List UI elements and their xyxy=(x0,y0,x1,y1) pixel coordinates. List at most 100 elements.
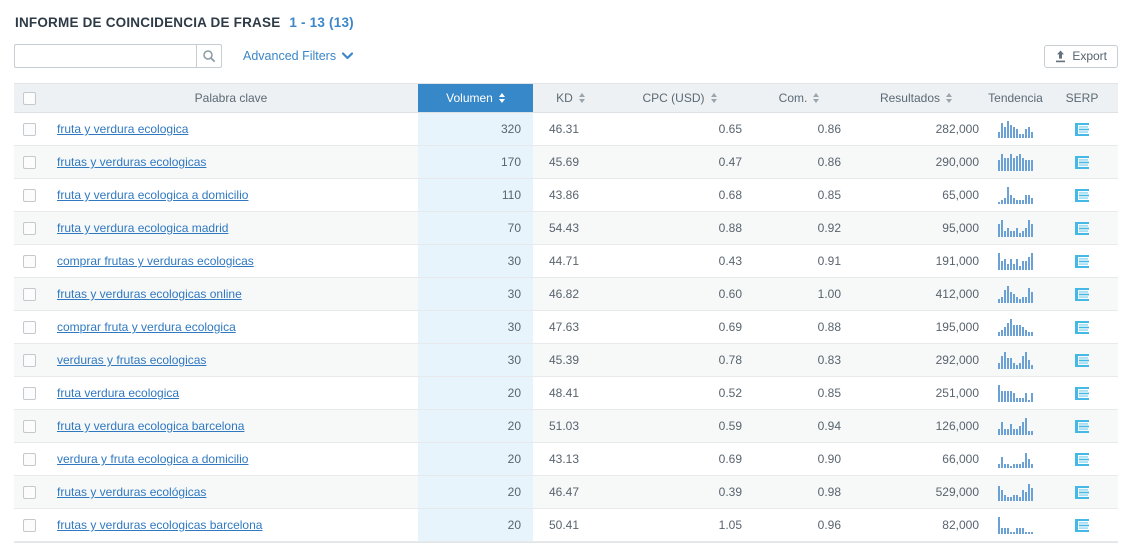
com-cell: 0.86 xyxy=(751,113,847,145)
serp-icon[interactable] xyxy=(1073,187,1091,204)
serp-cell xyxy=(1046,509,1118,541)
column-header-kd[interactable]: KD xyxy=(533,84,608,112)
column-label-kd: KD xyxy=(556,91,573,105)
serp-icon[interactable] xyxy=(1073,154,1091,171)
cpc-cell-value: 0.52 xyxy=(718,386,742,400)
keyword-link[interactable]: verdura y fruta ecologica a domicilio xyxy=(57,452,249,466)
keyword-link[interactable]: comprar fruta y verdura ecologica xyxy=(57,320,236,334)
volume-cell-value: 20 xyxy=(507,386,521,400)
results-cell: 126,000 xyxy=(847,410,985,442)
chevron-down-icon xyxy=(342,52,354,60)
column-header-results[interactable]: Resultados xyxy=(847,84,985,112)
cpc-cell-value: 0.78 xyxy=(718,353,742,367)
trend-sparkline-chart xyxy=(998,252,1033,270)
results-cell: 251,000 xyxy=(847,377,985,409)
com-cell: 0.90 xyxy=(751,443,847,475)
table-row: verduras y frutas ecologicas 30 45.39 0.78 0… xyxy=(14,344,1118,377)
export-button[interactable]: Export xyxy=(1044,44,1118,68)
table-row: comprar fruta y verdura ecologica 30 47.63… xyxy=(14,311,1118,344)
serp-icon[interactable] xyxy=(1073,418,1091,435)
kd-cell-value: 45.69 xyxy=(548,155,579,169)
keyword-link[interactable]: verduras y frutas ecologicas xyxy=(57,353,207,367)
com-cell: 0.94 xyxy=(751,410,847,442)
volume-cell: 20 xyxy=(418,377,533,409)
serp-icon[interactable] xyxy=(1073,253,1091,270)
serp-icon[interactable] xyxy=(1073,121,1091,138)
cpc-cell-value: 0.65 xyxy=(718,122,742,136)
column-header-volume[interactable]: Volumen xyxy=(418,84,533,112)
row-checkbox[interactable] xyxy=(22,155,36,169)
select-all-checkbox[interactable] xyxy=(22,91,36,105)
serp-icon[interactable] xyxy=(1073,286,1091,303)
kd-cell: 45.69 xyxy=(533,146,608,178)
volume-cell-value: 320 xyxy=(500,122,521,136)
export-label: Export xyxy=(1072,49,1107,63)
column-header-trend: Tendencia xyxy=(985,84,1046,112)
volume-cell-value: 30 xyxy=(507,287,521,301)
column-label-trend: Tendencia xyxy=(988,91,1043,105)
column-header-cpc[interactable]: CPC (USD) xyxy=(608,84,751,112)
keyword-link[interactable]: fruta y verdura ecologica a domicilio xyxy=(57,188,249,202)
keyword-cell: fruta y verdura ecologica barcelona xyxy=(44,410,418,442)
row-checkbox[interactable] xyxy=(22,485,36,499)
row-checkbox[interactable] xyxy=(22,188,36,202)
trend-cell xyxy=(985,146,1046,178)
results-cell-value: 292,000 xyxy=(935,353,979,367)
com-cell-value: 0.98 xyxy=(817,485,841,499)
row-checkbox[interactable] xyxy=(22,221,36,235)
row-checkbox[interactable] xyxy=(22,254,36,268)
kd-cell: 44.71 xyxy=(533,245,608,277)
volume-cell: 170 xyxy=(418,146,533,178)
cpc-cell-value: 0.68 xyxy=(718,188,742,202)
row-checkbox[interactable] xyxy=(22,452,36,466)
keyword-link[interactable]: frutas y verduras ecológicas xyxy=(57,485,207,499)
keyword-link[interactable]: frutas y verduras ecologicas xyxy=(57,155,207,169)
kd-cell-value: 50.41 xyxy=(548,518,579,532)
select-all-cell xyxy=(14,84,44,112)
row-checkbox[interactable] xyxy=(22,353,36,367)
row-checkbox[interactable] xyxy=(22,518,36,532)
serp-icon[interactable] xyxy=(1073,517,1091,534)
serp-icon[interactable] xyxy=(1073,220,1091,237)
serp-icon[interactable] xyxy=(1073,319,1091,336)
serp-icon[interactable] xyxy=(1073,385,1091,402)
row-checkbox[interactable] xyxy=(22,320,36,334)
row-checkbox[interactable] xyxy=(22,419,36,433)
advanced-filters-link[interactable]: Advanced Filters xyxy=(243,49,354,63)
com-cell: 0.86 xyxy=(751,146,847,178)
row-checkbox[interactable] xyxy=(22,386,36,400)
column-label-serp: SERP xyxy=(1065,91,1099,105)
keyword-link[interactable]: frutas y verduras ecologicas online xyxy=(57,287,242,301)
search-input[interactable] xyxy=(14,44,196,68)
serp-cell xyxy=(1046,377,1118,409)
keyword-link[interactable]: fruta y verdura ecologica xyxy=(57,122,189,136)
kd-cell-value: 43.86 xyxy=(548,188,579,202)
serp-icon[interactable] xyxy=(1073,352,1091,369)
serp-cell xyxy=(1046,443,1118,475)
column-header-com[interactable]: Com. xyxy=(751,84,847,112)
table-header-row: Palabra clave Volumen KD CPC (USD) Com. … xyxy=(14,83,1118,113)
row-select-cell xyxy=(14,245,44,277)
kd-cell: 45.39 xyxy=(533,344,608,376)
cpc-cell-value: 1.05 xyxy=(718,518,742,532)
kd-cell: 43.13 xyxy=(533,443,608,475)
kd-cell-value: 54.43 xyxy=(548,221,579,235)
cpc-cell-value: 0.47 xyxy=(718,155,742,169)
keyword-link[interactable]: fruta y verdura ecologica madrid xyxy=(57,221,229,235)
serp-icon[interactable] xyxy=(1073,451,1091,468)
serp-icon[interactable] xyxy=(1073,484,1091,501)
cpc-cell: 0.68 xyxy=(608,179,751,211)
com-cell: 0.92 xyxy=(751,212,847,244)
cpc-cell: 0.52 xyxy=(608,377,751,409)
row-checkbox[interactable] xyxy=(22,122,36,136)
table-row: fruta y verdura ecologica barcelona 20 51.… xyxy=(14,410,1118,443)
keyword-link[interactable]: fruta y verdura ecologica barcelona xyxy=(57,419,245,433)
keyword-link[interactable]: comprar frutas y verduras ecologicas xyxy=(57,254,254,268)
row-checkbox[interactable] xyxy=(22,287,36,301)
search-icon xyxy=(202,49,216,63)
table-row: frutas y verduras ecologicas 170 45.69 0.47… xyxy=(14,146,1118,179)
keyword-cell: fruta verdura ecologica xyxy=(44,377,418,409)
keyword-link[interactable]: frutas y verduras ecologicas barcelona xyxy=(57,518,263,532)
search-button[interactable] xyxy=(196,44,222,68)
keyword-link[interactable]: fruta verdura ecologica xyxy=(57,386,180,400)
